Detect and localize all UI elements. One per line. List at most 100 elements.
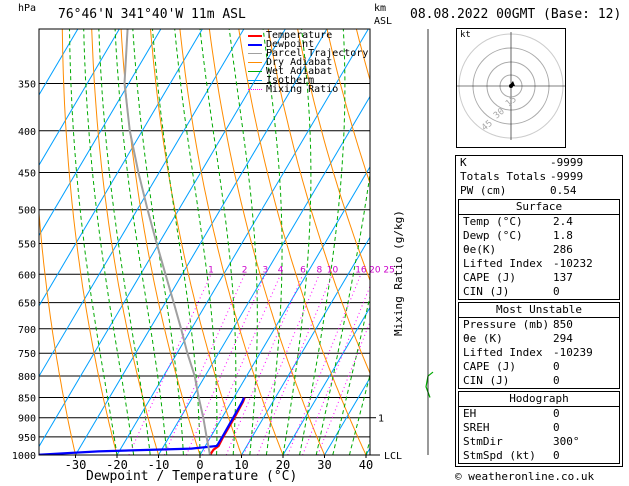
mixing-ratio-line [185,274,266,455]
wet-adiabat-line [69,29,118,455]
x-axis-title: Dewpoint / Temperature (°C) [86,469,298,484]
hodo-row: StmDir 300° [463,435,580,448]
indices-table: K -9999 Totals Totals -9999 PW (cm) 0.54 Su… [455,155,623,467]
pressure-tick-label: 950 [18,433,36,444]
mixing-ratio-line [317,320,370,455]
x-tick-label: 20 [276,458,290,472]
km-tick-label: 1 [378,414,384,425]
wet-adiabat-line [282,29,312,455]
datetime-label: 08.08.2022 00GMT (Base: 12) [410,7,622,22]
dry-adiabat-line [179,29,284,455]
pressure-tick-label: 500 [18,206,36,217]
pressure-tick-label: 600 [18,270,36,281]
mixing-ratio-label: 20 [369,265,381,275]
legend-temperature: Temperature [266,30,333,41]
hodograph-table-section: Hodograph EH 0 SREH 0 StmDir 300° StmSpd (k… [458,391,620,464]
wet-adiabat-line [315,171,370,455]
index-row-pw: PW (cm) 0.54 [460,184,577,197]
x-tick-label: 10 [234,458,248,472]
hodograph-box: kt 15 30 45 [456,28,566,148]
legend-dry-adiabat-swatch [248,62,262,63]
lcl-label: LCL [384,451,402,462]
surface-row: CIN (J) 0 [463,285,560,298]
mixing-ratio-line [302,285,370,455]
pressure-tick-label: 700 [18,325,36,336]
pressure-tick-label: 750 [18,349,36,360]
legend-mixing-ratio: Mixing Ratio [266,84,339,95]
wet-adiabat-line [299,29,346,455]
hpa-axis-label: hPa [18,3,37,14]
location-label: 76°46'N 341°40'W 11m ASL [58,7,246,22]
plot-area [39,29,370,455]
mixing-ratio-label: 4 [278,265,284,275]
legend-parcel: Parcel Trajectory [266,48,369,59]
surface-row: Lifted Index -10232 [463,257,593,270]
pressure-tick-label: 800 [18,372,36,383]
mu-row: θe (K) 294 [463,332,573,345]
legend-dry-adiabat: Dry Adiabat [266,57,333,68]
pressure-tick-label: 350 [18,80,36,91]
isotherm-line [39,29,245,378]
surface-row: CAPE (J) 137 [463,271,573,284]
x-tick-label: -10 [148,458,170,472]
x-tick-label: 0 [196,458,203,472]
wet-adiabat-line [83,29,135,455]
pressure-tick-label: 850 [18,393,36,404]
dry-adiabat-line [208,29,325,455]
hodograph-trace [509,81,515,86]
dry-adiabat-line [39,206,76,455]
pressure-tick-label: 450 [18,168,36,179]
pressure-tick-label: 900 [18,414,36,425]
wet-adiabat-line [199,29,237,455]
isotherm-line [39,29,286,448]
isotherm-line [199,165,370,455]
asl-label: ASL [374,16,393,27]
mixing-ratio-line [225,274,304,455]
isotherm-line [39,29,162,237]
hodograph-plot [457,32,565,140]
isotherm-line [39,29,120,167]
copyright-label: © weatheronline.co.uk [455,470,595,483]
isotherm-line [75,29,328,455]
dry-adiabat-line [91,29,159,455]
index-row-k: K -9999 [460,156,584,169]
wet-adiabat-line [348,372,370,455]
surface-title: Surface [459,200,619,215]
dry-adiabat-line [267,29,370,375]
mixing-ratio-label: 16 [355,265,367,275]
index-row-totals: Totals Totals -9999 [460,170,584,183]
legend-wet-adiabat-swatch [248,71,262,72]
most-unstable-section: Most Unstable Pressure (mb) 850 θe (K) 294… [458,302,620,389]
hodograph-table-title: Hodograph [459,392,619,407]
hodo-row: EH 0 [463,407,560,420]
surface-row: Temp (°C) 2.4 [463,215,573,228]
surface-section: Surface Temp (°C) 2.4 Dewp (°C) 1.8 θe(K) 2… [458,199,620,300]
isotherm-line [241,236,370,455]
hodo-row: SREH 0 [463,421,560,434]
mu-row: CAPE (J) 0 [463,360,560,373]
pressure-tick-label: 1000 [12,451,36,462]
hodo-row: StmSpd (kt) 0 [463,449,560,462]
wet-adiabat-line [174,29,218,455]
legend-temperature-swatch [248,35,262,37]
legend-dewpoint-swatch [248,44,262,46]
x-tick-label: -30 [65,458,87,472]
plot-frame [38,28,371,456]
pressure-tick-label: 400 [18,127,36,138]
dry-adiabat-line [150,29,242,455]
right-axis-title: Mixing Ratio (g/kg) [392,210,405,336]
legend-dewpoint: Dewpoint [266,39,315,50]
pressure-tick-label: 550 [18,239,36,250]
dry-adiabat-line [120,29,201,455]
isotherm-line [158,95,370,455]
mixing-ratio-label: 3 [262,265,268,275]
mixing-ratio-line [163,274,246,455]
mixing-ratio-line [202,274,282,455]
mixing-ratio-label: 8 [317,265,323,275]
mu-row: Pressure (mb) 850 [463,318,573,331]
dry-adiabat-line [297,29,370,282]
surface-row: θe(K) 286 [463,243,573,256]
mixing-ratio-line [243,274,320,455]
x-tick-label: 30 [317,458,331,472]
